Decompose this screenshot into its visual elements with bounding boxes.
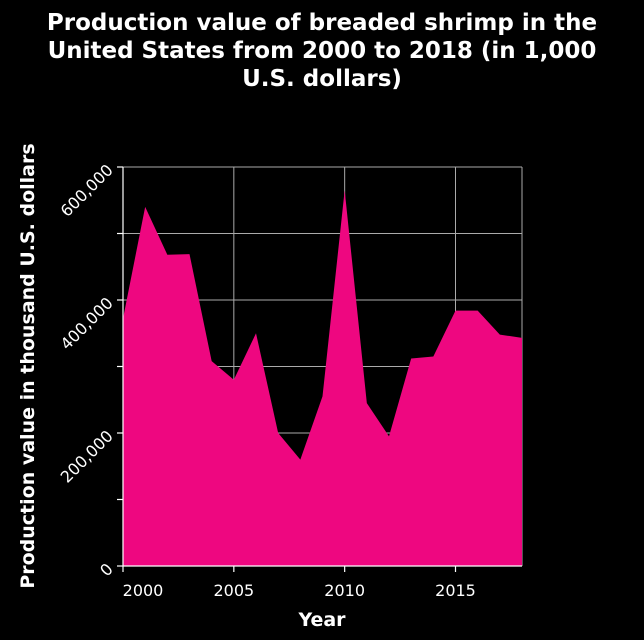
chart-title-line: Production value of breaded shrimp in th… xyxy=(47,10,597,36)
chart-title-line: United States from 2000 to 2018 (in 1,00… xyxy=(48,38,597,64)
x-tick-label: 2005 xyxy=(213,581,254,600)
y-tick-label: 400,000 xyxy=(57,293,117,353)
x-tick-label: 2000 xyxy=(123,581,164,600)
x-axis-label: Year xyxy=(297,609,346,631)
chart-title: Production value of breaded shrimp in th… xyxy=(47,10,597,92)
y-axis-label: Production value in thousand U.S. dollar… xyxy=(17,143,39,588)
plot-area xyxy=(123,190,522,566)
y-tick-label: 200,000 xyxy=(57,426,117,486)
y-tick-label: 600,000 xyxy=(57,160,117,220)
series-area xyxy=(123,190,522,566)
chart-title-line: U.S. dollars) xyxy=(242,66,402,92)
x-tick-label: 2010 xyxy=(324,581,365,600)
y-tick-label: 0 xyxy=(96,559,117,580)
x-tick-label: 2015 xyxy=(435,581,476,600)
